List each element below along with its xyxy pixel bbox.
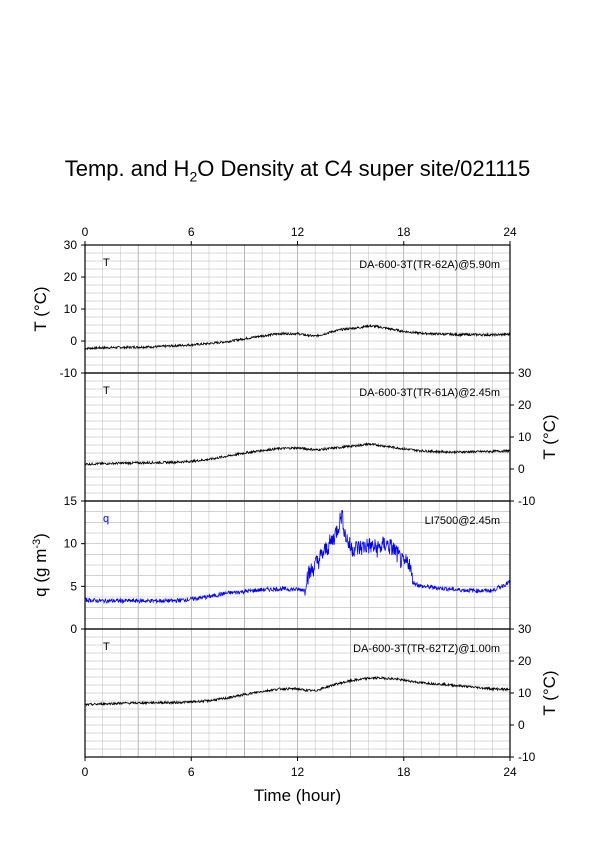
panel-bottom-instrument-label: DA-600-3T(TR-62TZ)@1.00m <box>353 643 500 655</box>
panel-second-ytick-label: 10 <box>518 430 532 444</box>
panel-top-ytick-label: 0 <box>70 334 77 348</box>
x-tick-label-top: 24 <box>503 225 517 239</box>
panel-third-ylabel: q (g m-3) <box>31 533 50 597</box>
panel-third-variable-label: q <box>103 513 109 525</box>
panel-top-ytick-label: 30 <box>64 238 78 252</box>
panel-top-ytick-label: 10 <box>64 302 78 316</box>
panel-bottom-ytick-label: 10 <box>518 686 532 700</box>
panel-second-ytick-label: 0 <box>518 462 525 476</box>
panel-second-ylabel: T (°C) <box>540 414 559 459</box>
panel-bottom-series-line <box>84 675 511 707</box>
panel-second-ytick-label: 30 <box>518 366 532 380</box>
x-tick-label-top: 18 <box>397 225 411 239</box>
panel-second-series-line <box>84 442 511 466</box>
panel-second-ytick-label: 20 <box>518 398 532 412</box>
x-tick-label-bottom: 24 <box>503 765 517 779</box>
chart-title: Temp. and H2O Density at C4 super site/0… <box>64 156 531 185</box>
panel-bottom-ytick-label: -10 <box>518 750 536 764</box>
x-tick-label-bottom: 18 <box>397 765 411 779</box>
panel-bottom-ytick-label: 30 <box>518 622 532 636</box>
panel-bottom-ytick-label: 20 <box>518 654 532 668</box>
x-axis-label: Time (hour) <box>254 786 341 805</box>
panel-second-instrument-label: DA-600-3T(TR-61A)@2.45m <box>359 387 500 399</box>
panel-third-instrument-label: LI7500@2.45m <box>425 515 500 527</box>
panel-third-ytick-label: 15 <box>64 494 78 508</box>
panel-top-ytick-label: -10 <box>60 366 78 380</box>
x-tick-label-bottom: 6 <box>188 765 195 779</box>
x-tick-label-top: 0 <box>82 225 89 239</box>
panel-second-variable-label: T <box>103 385 110 397</box>
panel-third-ytick-label: 5 <box>70 579 77 593</box>
panel-top-series-line <box>84 323 511 351</box>
panel-top-variable-label: T <box>103 257 110 269</box>
panel-bottom-ylabel: T (°C) <box>540 670 559 715</box>
panel-bottom-variable-label: T <box>103 641 110 653</box>
panel-top-ytick-label: 20 <box>64 270 78 284</box>
panel-third-series-line <box>84 510 511 605</box>
panel-top-ylabel: T (°C) <box>31 286 50 331</box>
panel-top-instrument-label: DA-600-3T(TR-62A)@5.90m <box>359 259 500 271</box>
panel-third-ytick-label: 0 <box>70 622 77 636</box>
x-tick-label-bottom: 0 <box>82 765 89 779</box>
x-tick-label-top: 6 <box>188 225 195 239</box>
panel-second-ytick-label: -10 <box>518 494 536 508</box>
panel-bottom-ytick-label: 0 <box>518 718 525 732</box>
x-tick-label-bottom: 12 <box>291 765 305 779</box>
x-tick-label-top: 12 <box>291 225 305 239</box>
panel-third-ytick-label: 10 <box>64 537 78 551</box>
